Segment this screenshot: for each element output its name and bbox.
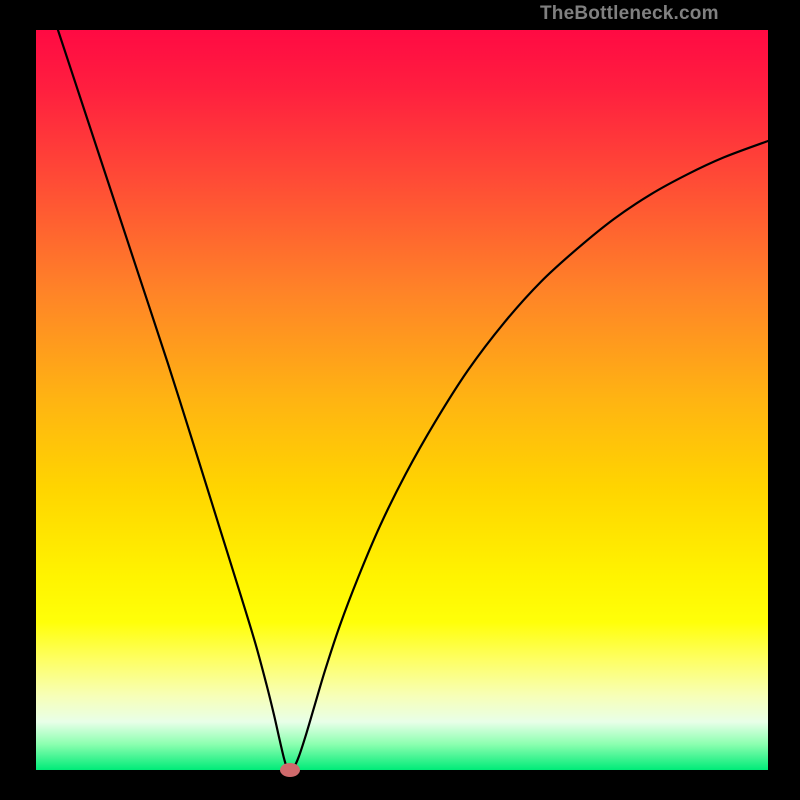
chart-plot-area [36,30,768,770]
chart-background-gradient [36,30,768,770]
watermark-text: TheBottleneck.com [540,3,719,25]
chart-svg [36,30,768,770]
optimum-marker [280,763,300,777]
